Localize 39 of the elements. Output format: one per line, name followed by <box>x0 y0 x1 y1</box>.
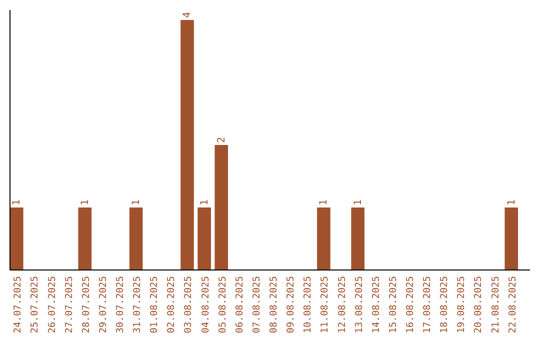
x-tick-label: 13.08.2025 <box>354 276 365 334</box>
x-tick-label: 18.08.2025 <box>439 276 450 334</box>
x-tick-label: 10.08.2025 <box>302 276 314 334</box>
data-label: 1 <box>12 199 23 206</box>
x-tick-label: 05.08.2025 <box>217 276 228 334</box>
x-tick-label: 19.08.2025 <box>456 276 468 334</box>
x-tick-label: 27.07.2025 <box>64 276 75 334</box>
x-tick-label: 01.08.2025 <box>149 276 160 334</box>
x-tick-label: 15.08.2025 <box>388 276 399 334</box>
x-tick-label: 20.08.2025 <box>473 276 484 334</box>
x-tick-label: 14.08.2025 <box>370 276 382 334</box>
x-tick-label: 03.08.2025 <box>183 276 194 334</box>
data-label: 2 <box>216 136 228 143</box>
data-label: 1 <box>131 199 142 206</box>
x-tick-label: 22.08.2025 <box>507 276 518 334</box>
data-label: 1 <box>199 199 210 206</box>
x-tick-label: 07.08.2025 <box>251 276 262 334</box>
x-tick-label: 26.07.2025 <box>46 276 58 334</box>
x-tick-label: 06.08.2025 <box>234 276 246 334</box>
x-tick-label: 25.07.2025 <box>30 276 41 334</box>
x-tick-label: 12.08.2025 <box>336 276 348 334</box>
x-tick-label: 17.08.2025 <box>422 276 434 334</box>
x-tick-label: 09.08.2025 <box>286 276 297 334</box>
x-tick-label: 31.07.2025 <box>132 276 144 334</box>
x-tick-label: 28.07.2025 <box>80 276 92 334</box>
x-tick-label: 08.08.2025 <box>268 276 280 334</box>
x-tick-label: 21.08.2025 <box>490 276 502 334</box>
x-tick-label: 30.07.2025 <box>115 276 126 334</box>
data-label: 1 <box>80 199 91 206</box>
data-label: 4 <box>182 12 194 18</box>
x-tick-label: 16.08.2025 <box>404 276 416 334</box>
data-label: 1 <box>506 199 518 206</box>
x-tick-label: 24.07.2025 <box>12 276 24 334</box>
x-tick-label: 29.07.2025 <box>98 276 109 334</box>
data-label: 1 <box>352 199 364 206</box>
x-tick-label: 11.08.2025 <box>320 276 331 334</box>
x-tick-label: 04.08.2025 <box>200 276 212 334</box>
x-tick-label: 02.08.2025 <box>166 276 178 334</box>
data-label: 1 <box>318 199 330 206</box>
